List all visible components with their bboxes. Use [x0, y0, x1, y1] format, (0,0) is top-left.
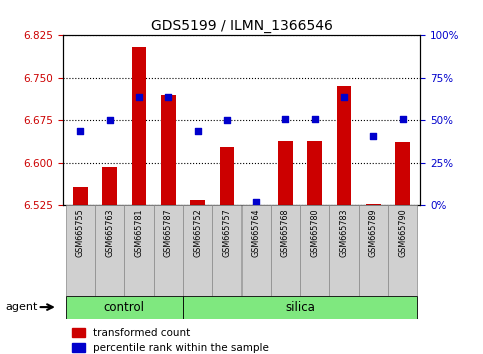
Text: GSM665757: GSM665757: [222, 208, 231, 257]
Title: GDS5199 / ILMN_1366546: GDS5199 / ILMN_1366546: [151, 19, 332, 33]
Bar: [220, 147, 234, 205]
Bar: [95, 205, 124, 296]
Bar: [249, 205, 263, 206]
Bar: [388, 205, 417, 296]
Text: GSM665790: GSM665790: [398, 208, 407, 257]
Bar: [161, 95, 176, 205]
Point: [76, 128, 84, 133]
Bar: [212, 205, 242, 296]
Text: GSM665787: GSM665787: [164, 208, 173, 257]
Text: agent: agent: [5, 302, 37, 312]
Point: [252, 199, 260, 205]
Bar: [329, 205, 359, 296]
Point: [223, 118, 231, 123]
Bar: [132, 47, 146, 205]
Bar: [307, 141, 322, 205]
Text: GSM665781: GSM665781: [134, 208, 143, 257]
Point: [282, 116, 289, 121]
Text: GSM665789: GSM665789: [369, 208, 378, 257]
Point: [106, 118, 114, 123]
Bar: [242, 205, 271, 296]
Point: [194, 128, 201, 133]
Bar: [124, 205, 154, 296]
Text: silica: silica: [285, 301, 315, 314]
Bar: [183, 296, 417, 319]
Point: [164, 94, 172, 99]
Text: GSM665755: GSM665755: [76, 208, 85, 257]
Bar: [359, 205, 388, 296]
Bar: [73, 187, 88, 205]
Point: [399, 116, 407, 121]
Bar: [190, 200, 205, 205]
Bar: [102, 167, 117, 205]
Text: GSM665752: GSM665752: [193, 208, 202, 257]
Point: [135, 94, 143, 99]
Bar: [278, 141, 293, 205]
Bar: [66, 205, 95, 296]
Bar: [271, 205, 300, 296]
Point: [311, 116, 319, 121]
Text: GSM665780: GSM665780: [310, 208, 319, 257]
Text: GSM665783: GSM665783: [340, 208, 349, 257]
Legend: transformed count, percentile rank within the sample: transformed count, percentile rank withi…: [68, 324, 273, 354]
Text: GSM665768: GSM665768: [281, 208, 290, 257]
Text: control: control: [104, 301, 145, 314]
Bar: [66, 296, 183, 319]
Text: GSM665763: GSM665763: [105, 208, 114, 257]
Bar: [300, 205, 329, 296]
Bar: [337, 86, 351, 205]
Point: [369, 133, 377, 138]
Bar: [366, 204, 381, 205]
Text: GSM665764: GSM665764: [252, 208, 261, 257]
Bar: [154, 205, 183, 296]
Point: [340, 94, 348, 99]
Bar: [395, 142, 410, 205]
Bar: [183, 205, 212, 296]
